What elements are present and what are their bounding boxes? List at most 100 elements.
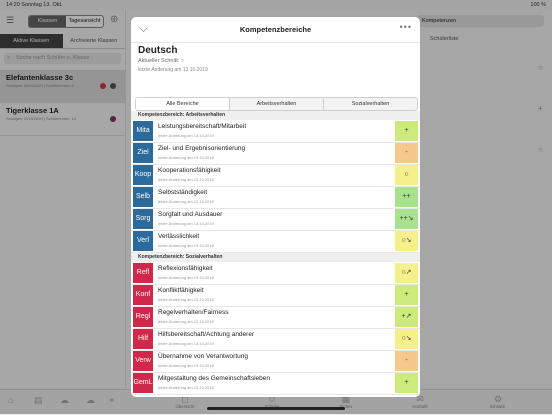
notification-badge [100, 83, 106, 89]
tab-archived-classes[interactable]: Archivierte Klassen [70, 38, 118, 44]
area-tabs: Alle Bereiche Arbeitsverhalten Sozialver… [135, 97, 418, 111]
competence-name: Sorgfalt und Ausdauer [158, 211, 223, 218]
competence-modal: ⌵ Kompetenzbereiche ••• Deutsch Aktuelle… [131, 17, 420, 397]
segment-tagesansicht[interactable]: Tagesansicht [68, 18, 101, 24]
tab-overview[interactable]: ◻ Übersicht [165, 394, 205, 409]
status-battery: 100 % [530, 2, 546, 8]
competence-name: Selbstständigkeit [158, 189, 208, 196]
competence-date: letzte Änderung am 13.10.2019 [158, 177, 214, 182]
competence-date: letzte Änderung am 13.10.2019 [158, 199, 214, 204]
competence-name: Leistungsbereitschaft/Mitarbeit [158, 123, 247, 130]
search-placeholder: Suche nach Schüler o. Klasse [16, 55, 90, 61]
competence-name: Ziel- und Ergebnisorientierung [158, 145, 246, 152]
class-tabs: Aktive Klassen Archivierte Klassen [0, 34, 125, 49]
search-field[interactable]: ⌕ Suche nach Schüler o. Klasse [4, 53, 121, 64]
grade-button[interactable]: - [395, 351, 418, 371]
chevron-down-icon[interactable]: ⌵ [139, 21, 149, 35]
radio-icon[interactable]: ○ [538, 63, 543, 72]
grade-button[interactable]: + [395, 121, 418, 141]
tab-active-classes[interactable]: Aktive Klassen [0, 34, 63, 48]
class-item-elefantenklasse[interactable]: Elefantenklasse 3c Schuljahr 2019/2020 |… [0, 70, 125, 103]
competence-abbr-badge: GemL [133, 373, 153, 393]
tab-social-behavior[interactable]: Sozialverhalten [323, 98, 417, 110]
student-list-label: Schülerliste [430, 36, 459, 42]
competence-abbr-badge: Selb [133, 187, 153, 207]
competence-row[interactable]: Koop Kooperationsfähigkeit letzte Änderung… [131, 164, 420, 187]
competence-name: Verlässlichkeit [158, 233, 200, 240]
grade-button[interactable]: ○ [395, 165, 418, 185]
competence-date: letzte Änderung am 13.10.2019 [158, 363, 214, 368]
status-dot [110, 83, 116, 89]
competence-abbr-badge: Regl [133, 307, 153, 327]
competence-date: letzte Änderung am 13.10.2019 [158, 243, 214, 248]
competence-abbr-badge: Verl [133, 231, 153, 251]
class-sidebar: ☰ Klassen Tagesansicht ⊕ Aktive Klassen … [0, 10, 126, 388]
upload-icon[interactable]: ☁ [60, 395, 69, 405]
contact-icon: ✉ [416, 394, 424, 404]
view-segment: Klassen Tagesansicht [28, 15, 104, 28]
competence-row[interactable]: Mita Leistungsbereitschaft/Mitarbeit letzt… [131, 120, 420, 143]
status-time: 14:20 Sonntag 13. Okt. [6, 2, 63, 8]
competence-name: Mitgestaltung des Gemeinschaftsleben [158, 375, 271, 382]
competence-abbr-badge: Sorg [133, 209, 153, 229]
tab-all-areas[interactable]: Alle Bereiche [136, 98, 229, 110]
competence-header: Kompetenzen [416, 15, 544, 27]
competence-name: Konfliktfähigkeit [158, 287, 204, 294]
grade-button[interactable]: ○↘ [395, 329, 418, 349]
competence-row[interactable]: Ziel Ziel- und Ergebnisorientierung letzte… [131, 142, 420, 165]
competence-row[interactable]: Konf Konfliktfähigkeit letzte Änderung am … [131, 284, 420, 307]
bottom-toolbar: ⌂ ▤ ☁ ☁ ⚭ ◻Übersicht ☺Schüler ▦Noten ✉Ko… [0, 389, 552, 415]
competence-row[interactable]: Verw Übernahme von Verantwortung letzte Än… [131, 350, 420, 373]
grade-button[interactable]: + [395, 285, 418, 305]
tab-work-behavior[interactable]: Arbeitsverhalten [229, 98, 323, 110]
competence-abbr-badge: Konf [133, 285, 153, 305]
grade-button[interactable]: ++ [395, 187, 418, 207]
competence-name: Regelverhalten/Fairness [158, 309, 229, 316]
competence-date: letzte Änderung am 13.10.2019 [158, 297, 214, 302]
competence-row[interactable]: Sorg Sorgfalt und Ausdauer letzte Änderung… [131, 208, 420, 231]
section-header: Kompetenzbereich: Arbeitsverhalten [131, 111, 420, 120]
menu-icon[interactable]: ☰ [6, 15, 15, 25]
competence-row[interactable]: Verl Verlässlichkeit letzte Änderung am 13… [131, 230, 420, 253]
add-icon[interactable]: ⊕ [110, 14, 119, 25]
grade-button[interactable]: ++↘ [395, 209, 418, 229]
tab-contact[interactable]: ✉ Kontakt [400, 394, 440, 409]
radio-icon[interactable]: ○ [538, 145, 543, 154]
class-info: Schuljahr 2019/2020 | Schülerinnen: 14 [6, 116, 76, 121]
competence-abbr-badge: Refl [133, 263, 153, 283]
segment-klassen[interactable]: Klassen [29, 16, 66, 27]
overview-icon: ◻ [181, 394, 189, 404]
grade-button[interactable]: + [395, 373, 418, 393]
section-header: Kompetenzbereich: Sozialverhalten [131, 253, 420, 262]
class-item-tigerklasse[interactable]: Tigerklasse 1A Schuljahr 2019/2020 | Sch… [0, 103, 125, 136]
class-name: Elefantenklasse 3c [6, 73, 74, 82]
grade-button[interactable]: - [395, 143, 418, 163]
tool-icon[interactable]: ⌂ [8, 395, 14, 405]
competence-abbr-badge: Mita [133, 121, 153, 141]
grade-button[interactable]: ○↘ [395, 231, 418, 251]
more-icon[interactable]: ••• [399, 22, 412, 32]
tool-icon[interactable]: ▤ [34, 395, 43, 405]
download-icon[interactable]: ☁ [86, 395, 95, 405]
tab-grades[interactable]: ▦ Noten [326, 394, 366, 409]
tab-students[interactable]: ☺Schüler [252, 394, 292, 409]
link-icon[interactable]: ⚭ [108, 395, 116, 405]
grade-button[interactable]: +↗ [395, 307, 418, 327]
competence-date: letzte Änderung am 13.10.2019 [158, 319, 214, 324]
competence-row[interactable]: Hilf Hilfsbereitschaft/Achtung anderer let… [131, 328, 420, 351]
modal-title: Kompetenzbereiche [239, 25, 312, 34]
competence-row[interactable]: Selb Selbstständigkeit letzte Änderung am … [131, 186, 420, 209]
competence-date: letzte Änderung am 13.10.2019 [158, 221, 214, 226]
settings-icon: ⚙ [493, 394, 503, 404]
current-average: Aktueller Schnitt: ○ [138, 58, 185, 64]
competence-name: Reflexionsfähigkeit [158, 265, 213, 272]
tab-settings[interactable]: ⚙ Einstell. [478, 394, 518, 409]
competence-row[interactable]: Refl Reflexionsfähigkeit letzte Änderung a… [131, 262, 420, 285]
grade-button[interactable]: ○↗ [395, 263, 418, 283]
competence-name: Übernahme von Verantwortung [158, 353, 248, 360]
competence-row[interactable]: GemL Mitgestaltung des Gemeinschaftsleben… [131, 372, 420, 395]
add-icon[interactable]: + [538, 104, 543, 113]
competence-row[interactable]: Regl Regelverhalten/Fairness letzte Änderu… [131, 306, 420, 329]
class-name: Tigerklasse 1A [6, 106, 59, 115]
students-icon: ☺ [267, 394, 277, 404]
